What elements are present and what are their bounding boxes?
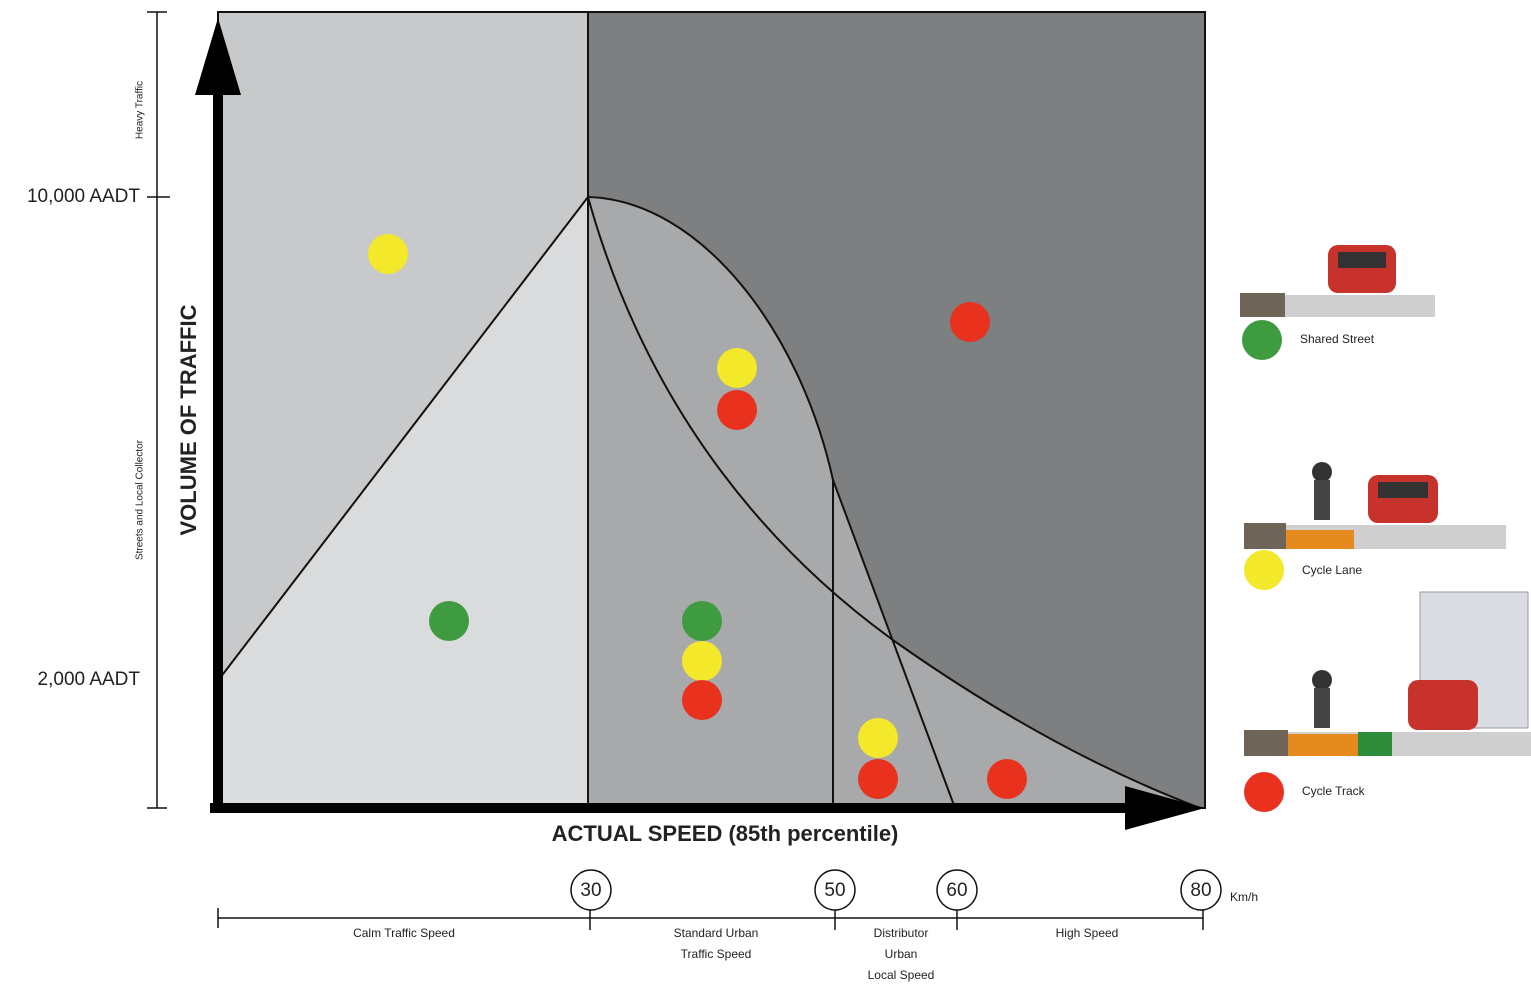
speed-tick: 30	[580, 880, 601, 901]
x-axis-label: ACTUAL SPEED (85th percentile)	[552, 821, 899, 846]
dot	[987, 759, 1027, 799]
volume-label: 2,000 AADT	[38, 669, 141, 690]
dot	[429, 601, 469, 641]
zone-label: Standard Urban	[674, 926, 759, 940]
dot	[682, 680, 722, 720]
dot	[717, 348, 757, 388]
zone-label: Distributor	[874, 926, 929, 940]
speed-unit: Km/h	[1230, 890, 1258, 904]
volume-label: 10,000 AADT	[27, 186, 140, 207]
zone-labels: Calm Traffic Speed Standard Urban Traffic …	[353, 926, 1118, 982]
y-axis-label: VOLUME OF TRAFFIC	[176, 304, 201, 535]
legend-label: Shared Street	[1300, 332, 1375, 346]
zone-label: Local Speed	[868, 968, 935, 982]
zone-label: Traffic Speed	[681, 947, 752, 961]
zone-label: High Speed	[1056, 926, 1119, 940]
dot	[858, 759, 898, 799]
dot	[950, 302, 990, 342]
legend-label: Cycle Lane	[1302, 563, 1362, 577]
dot	[682, 641, 722, 681]
diagram: VOLUME OF TRAFFIC ACTUAL SPEED (85th per…	[0, 0, 1531, 985]
legend-label: Cycle Track	[1302, 784, 1366, 798]
volume-dimension	[147, 12, 170, 808]
dot	[682, 601, 722, 641]
speed-tick: 60	[946, 880, 967, 901]
legend	[1240, 245, 1531, 812]
zone-label: Calm Traffic Speed	[353, 926, 455, 940]
speed-scale	[218, 870, 1221, 930]
band-label: Streets and Local Collector	[135, 439, 146, 560]
dot	[858, 718, 898, 758]
speed-tick: 50	[824, 880, 845, 901]
dot	[368, 234, 408, 274]
dot	[717, 390, 757, 430]
speed-tick: 80	[1190, 880, 1211, 901]
band-label: Heavy Traffic	[135, 81, 146, 139]
zone-label: Urban	[885, 947, 918, 961]
